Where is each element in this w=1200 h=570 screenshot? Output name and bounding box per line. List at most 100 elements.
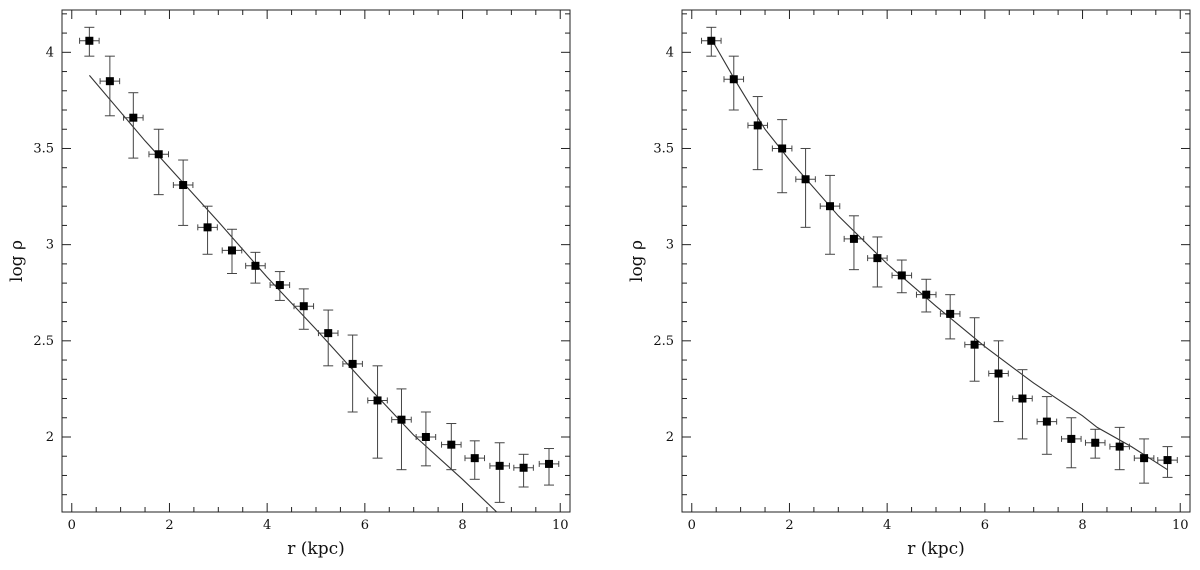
data-point xyxy=(464,440,486,480)
data-point xyxy=(701,26,722,57)
chart-panel-left: 0 2 4 6 8 10 2 2.5 3 3.5 4 r (kpc) log ρ xyxy=(7,9,571,559)
y-tick-label: 4 xyxy=(666,45,674,60)
data-marker xyxy=(324,329,333,338)
data-point xyxy=(367,365,388,459)
data-point xyxy=(1012,369,1033,440)
data-point xyxy=(197,205,218,255)
data-marker xyxy=(1018,394,1027,403)
data-point xyxy=(723,55,745,111)
data-marker xyxy=(922,290,931,299)
y-tick-label: 2.5 xyxy=(33,334,54,349)
data-marker xyxy=(544,459,553,468)
y-tick-label: 4 xyxy=(46,45,54,60)
data-marker xyxy=(1042,417,1051,426)
x-tick-label: 4 xyxy=(883,518,891,533)
data-point xyxy=(342,334,363,413)
data-point xyxy=(988,340,1009,423)
y-tick-label: 2.5 xyxy=(653,334,674,349)
data-marker xyxy=(994,369,1003,378)
data-marker xyxy=(519,463,528,472)
data-marker xyxy=(729,75,738,84)
data-marker xyxy=(373,396,382,405)
data-point xyxy=(317,309,339,367)
data-point xyxy=(99,55,121,117)
y-tick-label: 3 xyxy=(46,238,54,253)
data-marker xyxy=(299,302,308,311)
data-point xyxy=(1157,446,1178,478)
data-point xyxy=(867,236,888,288)
data-point xyxy=(771,119,793,194)
data-point xyxy=(964,317,985,382)
data-marker xyxy=(1140,454,1149,463)
data-marker xyxy=(801,175,810,184)
data-point xyxy=(391,388,412,471)
data-marker xyxy=(105,77,114,86)
data-point xyxy=(245,251,266,284)
y-axis-label: log ρ xyxy=(7,240,27,282)
data-point xyxy=(915,278,937,313)
data-point xyxy=(1084,428,1106,459)
x-tick-label: 8 xyxy=(1078,518,1086,533)
data-marker xyxy=(203,223,212,232)
data-marker xyxy=(849,234,858,243)
data-marker xyxy=(826,202,835,211)
x-tick-label: 0 xyxy=(688,518,696,533)
data-point xyxy=(843,215,865,271)
x-axis-label: r (kpc) xyxy=(287,539,345,559)
data-point xyxy=(441,423,462,471)
data-point xyxy=(1061,417,1082,469)
chart-panel-right: 0 2 4 6 8 10 2 2.5 3 3.5 4 r (kpc) log ρ xyxy=(627,9,1191,559)
data-marker xyxy=(154,150,163,159)
x-tick-label: 0 xyxy=(68,518,76,533)
data-point xyxy=(172,159,194,226)
x-tick-label: 10 xyxy=(1172,518,1189,533)
data-marker xyxy=(447,440,456,449)
data-point xyxy=(269,271,291,301)
x-axis-label: r (kpc) xyxy=(907,539,965,559)
y-axis-label: log ρ xyxy=(627,240,647,282)
data-marker xyxy=(946,309,955,318)
data-point xyxy=(1133,438,1155,484)
data-marker xyxy=(970,340,979,349)
data-marker xyxy=(227,246,236,255)
data-point xyxy=(415,411,437,467)
data-marker xyxy=(897,271,906,280)
data-point xyxy=(123,92,144,159)
data-point xyxy=(747,96,768,171)
data-marker xyxy=(179,181,188,190)
y-tick-label: 2 xyxy=(46,430,54,445)
data-marker xyxy=(1163,456,1172,465)
fit-line xyxy=(710,38,1168,471)
data-marker xyxy=(707,36,716,45)
plot-frame xyxy=(61,9,571,513)
data-point xyxy=(939,294,961,340)
data-marker xyxy=(1091,438,1100,447)
data-marker xyxy=(753,121,762,130)
x-tick-label: 2 xyxy=(785,518,793,533)
x-tick-label: 6 xyxy=(981,518,989,533)
data-point xyxy=(1036,396,1058,455)
data-marker xyxy=(495,461,504,470)
data-point xyxy=(795,147,816,228)
data-marker xyxy=(421,432,430,441)
x-tick-label: 10 xyxy=(552,518,569,533)
data-point xyxy=(489,442,510,503)
data-marker xyxy=(778,144,787,153)
data-marker xyxy=(129,113,138,122)
data-point xyxy=(819,174,841,255)
data-marker xyxy=(1067,434,1076,443)
data-point xyxy=(891,259,913,294)
x-tick-label: 8 xyxy=(458,518,466,533)
data-marker xyxy=(397,415,406,424)
y-tick-label: 2 xyxy=(666,430,674,445)
y-tick-label: 3 xyxy=(666,238,674,253)
data-point xyxy=(538,448,560,486)
data-marker xyxy=(85,36,94,45)
data-marker xyxy=(251,261,260,270)
data-point xyxy=(293,288,315,330)
data-point xyxy=(79,26,100,57)
y-tick-label: 3.5 xyxy=(33,141,54,156)
data-marker xyxy=(873,254,882,263)
x-tick-label: 2 xyxy=(165,518,173,533)
